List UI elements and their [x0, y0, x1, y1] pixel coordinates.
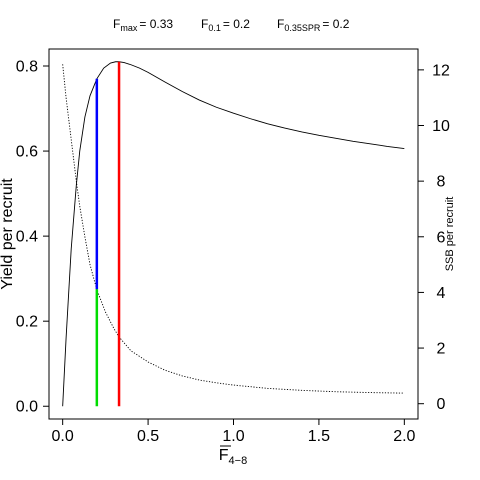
series-group	[62, 61, 405, 407]
title-part-base: F	[277, 17, 284, 31]
x-tick-label: 0.0	[52, 428, 74, 445]
y2-axis-label: SSB per recruit	[444, 197, 456, 272]
yield-per-recruit-line	[62, 61, 405, 407]
plot-frame	[48, 48, 419, 420]
x-axis-label-sub: 4−8	[229, 455, 248, 467]
title-part-sub: 0.1	[208, 23, 221, 33]
y2-tick-label: 10	[432, 118, 450, 135]
y2-tick-label: 0	[437, 396, 446, 413]
y-tick-label: 0.0	[16, 399, 38, 416]
chart-title: Fmax = 0.33 F0.1 = 0.2 F0.35SPR = 0.2	[113, 17, 350, 33]
title-part-1: F0.1 = 0.2	[201, 17, 250, 33]
y-tick-label: 0.2	[16, 314, 38, 331]
title-part-value: = 0.2	[223, 17, 250, 31]
y-tick-label: 0.8	[16, 59, 38, 76]
title-part-base: F	[113, 17, 120, 31]
y2-tick-label: 6	[437, 229, 446, 246]
y-axis-left: 0.0 0.2 0.4 0.6 0.8	[16, 59, 49, 416]
y2-tick-label: 8	[437, 174, 446, 191]
ssb-per-recruit-line	[62, 64, 405, 394]
y2-tick-label: 2	[437, 341, 446, 358]
x-tick-label: 1.5	[308, 428, 330, 445]
title-part-sub: 0.35SPR	[284, 23, 321, 33]
x-tick-label: 2.0	[393, 428, 415, 445]
reference-lines	[95, 61, 121, 407]
title-part-2: F0.35SPR = 0.2	[277, 17, 350, 33]
x-axis-label-text: F4−8	[219, 447, 247, 467]
x-axis-label: F4−8	[219, 445, 247, 467]
y-tick-label: 0.6	[16, 144, 38, 161]
x-tick-label: 0.5	[137, 428, 159, 445]
title-part-base: F	[201, 17, 208, 31]
y-tick-label: 0.4	[16, 229, 38, 246]
y2-tick-label: 4	[437, 285, 446, 302]
title-part-sub: max	[120, 23, 138, 33]
y-axis-label: Yield per recruit	[0, 178, 16, 290]
x-axis-label-base: F	[219, 447, 229, 464]
title-part-value: = 0.33	[139, 17, 173, 31]
y-axis-right: 0 2 4 6 8 10 12	[418, 62, 450, 413]
y2-tick-label: 12	[432, 62, 450, 79]
x-tick-label: 1.0	[222, 428, 244, 445]
title-part-value: = 0.2	[322, 17, 349, 31]
x-axis: 0.0 0.5 1.0 1.5 2.0	[52, 419, 416, 445]
title-part-0: Fmax = 0.33	[113, 17, 173, 33]
